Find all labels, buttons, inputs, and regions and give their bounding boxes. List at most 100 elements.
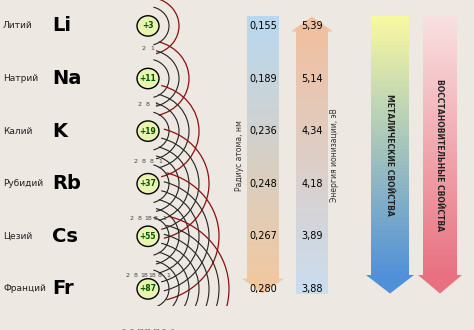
Bar	[247, 105, 279, 108]
Text: 18: 18	[136, 329, 144, 330]
Bar	[371, 191, 409, 194]
Bar	[247, 98, 279, 102]
Bar	[371, 171, 409, 175]
Bar	[423, 75, 457, 78]
Bar	[371, 126, 409, 130]
Bar	[247, 243, 279, 246]
Bar	[371, 113, 409, 117]
Bar	[371, 149, 409, 152]
Bar	[423, 123, 457, 126]
Bar	[423, 233, 457, 236]
Bar	[371, 246, 409, 249]
Bar	[371, 136, 409, 139]
Bar	[423, 129, 457, 133]
Bar	[423, 84, 457, 88]
Bar	[247, 124, 279, 128]
Text: Франций: Франций	[3, 284, 46, 293]
Bar	[371, 33, 409, 36]
Bar	[247, 72, 279, 76]
Bar	[296, 44, 328, 48]
Bar	[296, 257, 328, 261]
Bar	[296, 224, 328, 228]
Bar	[423, 175, 457, 178]
Bar	[423, 165, 457, 168]
Polygon shape	[242, 279, 284, 293]
Bar	[247, 49, 279, 53]
Bar	[423, 162, 457, 165]
Text: 18: 18	[148, 273, 156, 278]
Bar	[423, 158, 457, 162]
Bar	[371, 133, 409, 136]
Circle shape	[137, 121, 159, 141]
Bar	[371, 19, 409, 23]
Bar	[423, 191, 457, 194]
Circle shape	[137, 279, 159, 299]
Text: 1: 1	[162, 216, 166, 221]
Text: 4,34: 4,34	[301, 126, 323, 136]
Bar	[247, 236, 279, 239]
Bar	[371, 233, 409, 236]
Bar	[247, 216, 279, 220]
Text: Na: Na	[52, 69, 82, 88]
Bar	[247, 249, 279, 252]
Bar	[423, 249, 457, 252]
Bar	[296, 185, 328, 189]
Bar	[371, 81, 409, 84]
Bar	[296, 267, 328, 271]
Bar	[371, 210, 409, 214]
Bar	[296, 120, 328, 123]
Bar	[371, 252, 409, 256]
Bar	[371, 91, 409, 94]
Bar	[423, 110, 457, 114]
Text: 2: 2	[142, 46, 146, 50]
Bar	[247, 59, 279, 62]
Bar	[371, 29, 409, 33]
Text: 8: 8	[154, 216, 158, 221]
Text: Цезий: Цезий	[3, 232, 32, 241]
Bar	[423, 81, 457, 84]
Bar	[371, 120, 409, 123]
Bar	[371, 129, 409, 133]
Bar	[371, 265, 409, 269]
Bar	[296, 270, 328, 274]
Bar	[247, 138, 279, 141]
Bar	[371, 216, 409, 220]
Bar	[296, 31, 328, 35]
Bar	[247, 157, 279, 161]
Text: 8: 8	[146, 102, 150, 107]
Bar	[247, 269, 279, 272]
Circle shape	[137, 68, 159, 89]
Bar	[296, 80, 328, 84]
Bar	[371, 84, 409, 88]
Bar	[247, 26, 279, 30]
Bar	[423, 42, 457, 46]
Bar	[371, 46, 409, 49]
Bar	[371, 42, 409, 46]
Bar	[371, 152, 409, 155]
Bar	[296, 195, 328, 199]
Bar	[371, 100, 409, 104]
Bar	[371, 272, 409, 275]
Bar	[247, 33, 279, 36]
Bar	[296, 90, 328, 94]
Bar	[423, 97, 457, 101]
Bar	[296, 87, 328, 90]
Bar	[423, 94, 457, 97]
Bar	[423, 200, 457, 204]
Bar	[247, 102, 279, 105]
Bar	[423, 100, 457, 104]
Bar	[247, 88, 279, 92]
Bar	[296, 71, 328, 74]
Bar	[296, 139, 328, 143]
Bar	[247, 219, 279, 223]
Text: +3: +3	[142, 21, 154, 30]
Text: Cs: Cs	[52, 227, 78, 246]
Bar	[371, 52, 409, 55]
Bar	[371, 26, 409, 30]
Bar	[296, 146, 328, 149]
Bar	[247, 174, 279, 177]
Bar	[247, 66, 279, 69]
Bar	[423, 178, 457, 182]
Bar	[371, 110, 409, 114]
Bar	[247, 43, 279, 46]
